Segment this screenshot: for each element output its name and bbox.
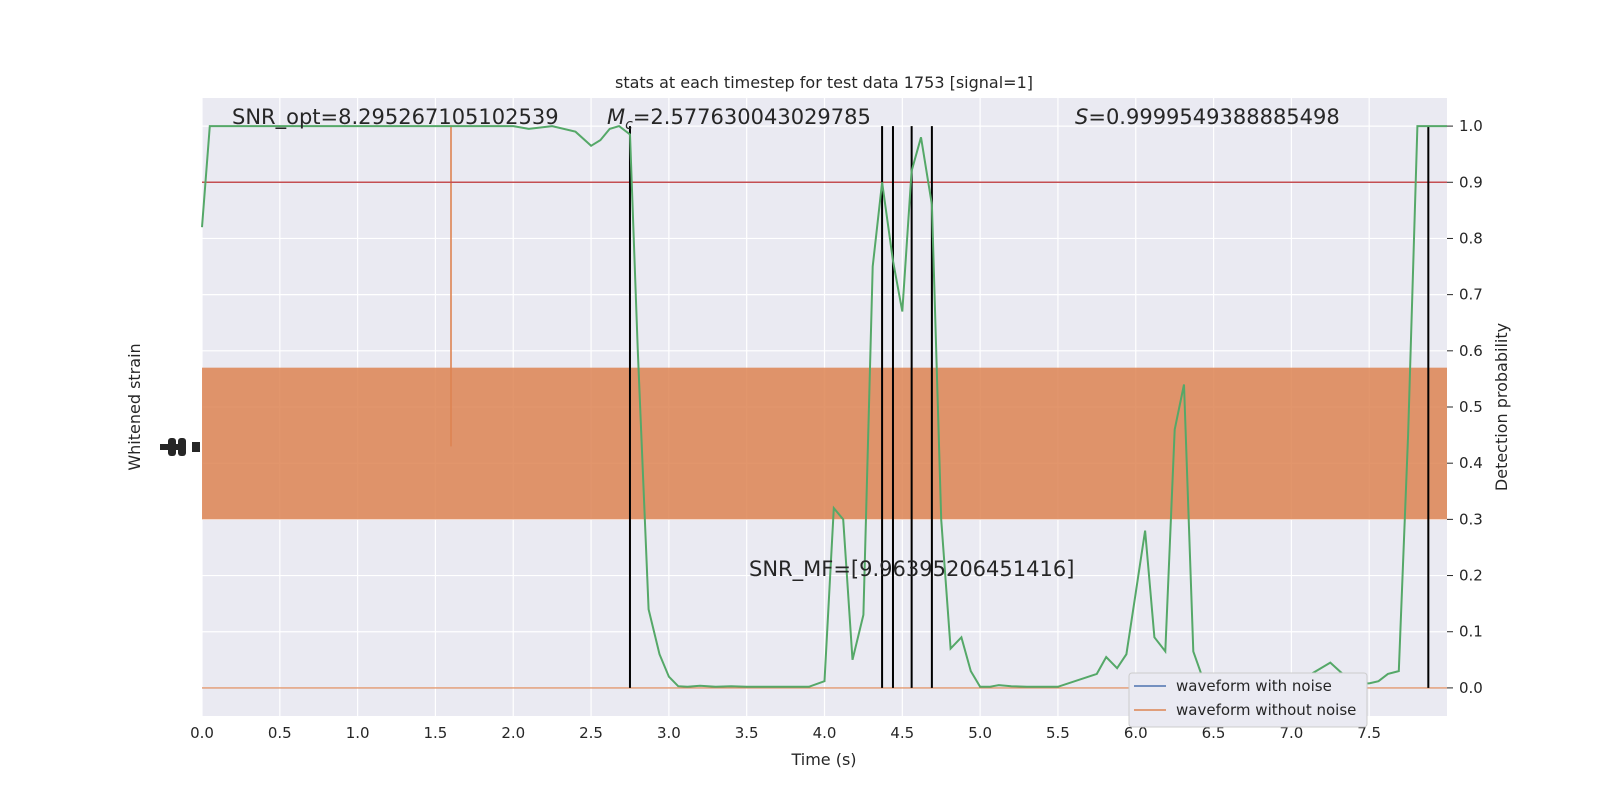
- right-y-axis-label: Detection probability: [1492, 323, 1511, 491]
- x-tick-label-15: 7.5: [1357, 724, 1381, 742]
- x-tick-label-5: 2.5: [579, 724, 603, 742]
- left-axis-tick-blob: [160, 438, 200, 456]
- y-tick-label-3: 0.3: [1459, 510, 1483, 528]
- y-tick-label-2: 0.2: [1459, 567, 1483, 585]
- x-tick-label-3: 1.5: [424, 724, 448, 742]
- right-y-axis-ticks: 0.0 0.1 0.2 0.3 0.4 0.5 0.6 0.7 0.8 0.9 1.0: [1447, 117, 1483, 697]
- x-tick-label-7: 3.5: [735, 724, 759, 742]
- s-annotation: S=0.9999549388885498: [1075, 105, 1340, 129]
- chart-title: stats at each timestep for test data 175…: [615, 73, 1033, 92]
- x-tick-label-12: 6.0: [1124, 724, 1148, 742]
- x-tick-label-4: 2.0: [501, 724, 525, 742]
- x-tick-label-11: 5.5: [1046, 724, 1070, 742]
- left-y-axis-label: Whitened strain: [125, 343, 144, 470]
- legend-label-without-noise: waveform without noise: [1176, 701, 1356, 719]
- x-tick-label-0: 0.0: [190, 724, 214, 742]
- waveform-without-noise-trace: [202, 126, 1447, 689]
- legend-label-with-noise: waveform with noise: [1176, 677, 1332, 695]
- x-tick-label-2: 1.0: [346, 724, 370, 742]
- chirp-mass-value: =2.577630043029785: [633, 105, 871, 129]
- x-tick-label-8: 4.0: [813, 724, 837, 742]
- snr-mf-annotation: SNR_MF=[9.96395206451416]: [749, 557, 1074, 582]
- x-axis-label: Time (s): [790, 750, 856, 769]
- x-tick-label-1: 0.5: [268, 724, 292, 742]
- y-tick-label-5: 0.5: [1459, 398, 1483, 416]
- x-tick-label-10: 5.0: [968, 724, 992, 742]
- s-symbol: S: [1075, 105, 1088, 129]
- x-tick-label-14: 7.0: [1279, 724, 1303, 742]
- legend-box: [1128, 672, 1368, 728]
- y-tick-label-8: 0.8: [1459, 229, 1483, 247]
- legend: waveform with noise waveform without noi…: [1128, 672, 1368, 728]
- chirp-mass-symbol: M: [607, 105, 625, 129]
- y-tick-label-1: 0.1: [1459, 623, 1483, 641]
- chirp-mass-subscript: c: [625, 117, 633, 133]
- y-tick-label-6: 0.6: [1459, 342, 1483, 360]
- y-tick-label-4: 0.4: [1459, 454, 1483, 472]
- strain-core-band: [202, 367, 1447, 520]
- x-axis-ticks: 0.0 0.5 1.0 1.5 2.0 2.5 3.0 3.5 4.0 4.5 5.0 5.5 6.0 6…: [190, 724, 1381, 742]
- y-tick-label-7: 0.7: [1459, 286, 1483, 304]
- y-tick-label-10: 1.0: [1459, 117, 1483, 135]
- x-tick-label-6: 3.0: [657, 724, 681, 742]
- x-tick-label-9: 4.5: [890, 724, 914, 742]
- s-value: =0.9999549388885498: [1088, 105, 1339, 129]
- snr-opt-annotation: SNR_opt=8.295267105102539: [232, 105, 559, 130]
- y-tick-label-9: 0.9: [1459, 173, 1483, 191]
- chirp-mass-annotation: Mc=2.577630043029785: [607, 105, 871, 133]
- y-tick-label-0: 0.0: [1459, 679, 1483, 697]
- x-tick-label-13: 6.5: [1202, 724, 1226, 742]
